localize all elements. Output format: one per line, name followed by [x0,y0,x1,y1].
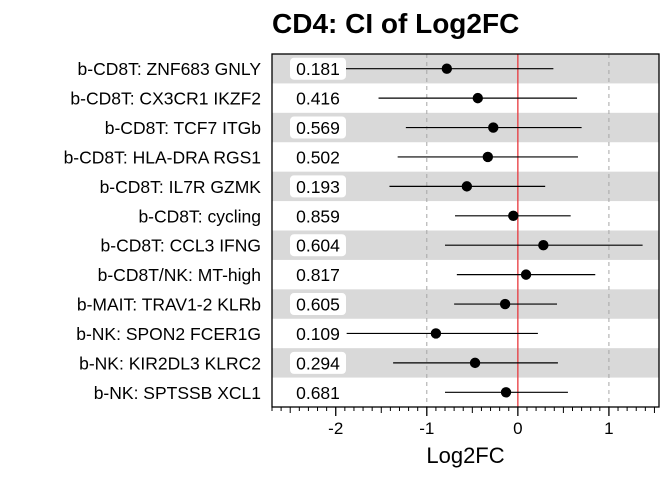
pvalue-box [290,381,346,404]
pvalue-label: 0.817 [296,265,340,285]
category-label: b-MAIT: TRAV1-2 KLRb [77,295,261,315]
pvalue-box [290,116,346,139]
point-estimate [488,122,499,133]
x-axis-title: Log2FC [426,443,504,468]
pvalue-box [290,351,346,374]
tick-label: -1 [419,419,434,438]
point-estimate [520,269,532,280]
category-label: b-CD8T: ZNF683 GNLY [78,59,262,79]
category-label: b-CD8T: CX3CR1 IKZF2 [70,89,261,109]
pvalue-box [290,87,346,110]
pvalue-box [290,293,346,316]
pvalue-box [290,263,346,286]
category-label: b-CD8T/NK: MT-high [98,265,261,285]
category-label: b-CD8T: TCF7 ITGb [105,118,261,138]
x-axis: -2 -1 0 1 [271,407,655,438]
plot-frame [271,53,660,408]
pvalue-label: 0.181 [296,59,340,79]
category-labels: b-CD8T: ZNF683 GNLY b-CD8T: CX3CR1 IKZF2 b… [64,59,262,403]
pvalue-label: 0.416 [296,89,340,109]
pvalue-box [290,204,346,227]
pvalue-label: 0.605 [296,295,340,315]
pvalue-label: 0.294 [296,353,340,373]
grid-lines [426,54,610,407]
tick-label: -2 [328,419,343,438]
category-label: b-CD8T: CCL3 IFNG [101,236,261,256]
point-estimate [482,151,494,163]
pvalue-box [290,57,346,80]
pvalue-label: 0.859 [296,206,340,226]
category-label: b-CD8T: IL7R GZMK [100,177,262,197]
pvalue-label: 0.109 [296,324,340,344]
pvalue-labels: 0.181 0.416 0.569 0.502 0.193 0.859 0.604 0.817… [290,57,346,404]
point-estimate [430,328,442,339]
point-estimate [441,63,453,74]
pvalue-box [290,234,346,257]
confidence-intervals [344,63,643,398]
point-estimate [461,181,473,192]
pvalue-box [290,322,346,345]
category-label: b-CD8T: HLA-DRA RGS1 [64,147,261,167]
category-label: b-NK: SPTSSB XCL1 [94,383,261,403]
category-label: b-NK: KIR2DL3 KLRC2 [79,353,261,373]
pvalue-label: 0.569 [296,118,340,138]
tick-label: 1 [604,419,613,438]
chart-title: CD4: CI of Log2FC [272,8,519,39]
point-estimate [538,240,549,251]
pvalue-label: 0.502 [296,147,340,167]
point-estimate [469,357,481,369]
category-label: b-CD8T: cycling [138,206,261,226]
tick-label: 0 [513,419,522,438]
pvalue-label: 0.681 [296,383,340,403]
point-estimate [508,210,519,221]
pvalue-label: 0.604 [296,236,340,256]
pvalue-box [290,145,346,168]
point-estimate [499,298,511,310]
pvalue-box [290,175,346,198]
point-estimate [472,92,483,104]
pvalue-label: 0.193 [296,177,340,197]
category-label: b-NK: SPON2 FCER1G [76,324,261,344]
point-estimate [500,387,512,398]
